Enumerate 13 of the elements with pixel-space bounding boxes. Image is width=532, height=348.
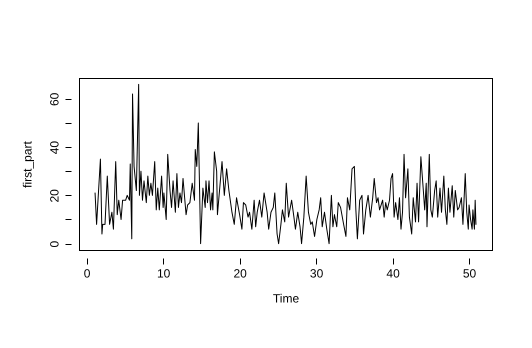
y-tick-label: 0 bbox=[48, 240, 62, 248]
x-tick-label: 50 bbox=[462, 266, 477, 280]
x-tick-label: 10 bbox=[156, 266, 171, 280]
y-tick-label: 40 bbox=[48, 140, 62, 154]
y-tick-label: 60 bbox=[48, 92, 62, 106]
y-axis-title: first_part bbox=[20, 140, 34, 188]
x-tick-label: 30 bbox=[310, 266, 324, 280]
x-tick-label: 0 bbox=[84, 266, 91, 280]
y-tick-label: 20 bbox=[48, 188, 62, 203]
x-tick-label: 40 bbox=[386, 266, 400, 280]
x-tick-label: 20 bbox=[233, 266, 248, 280]
line-series bbox=[94, 84, 476, 244]
x-axis-title: Time bbox=[272, 292, 300, 306]
